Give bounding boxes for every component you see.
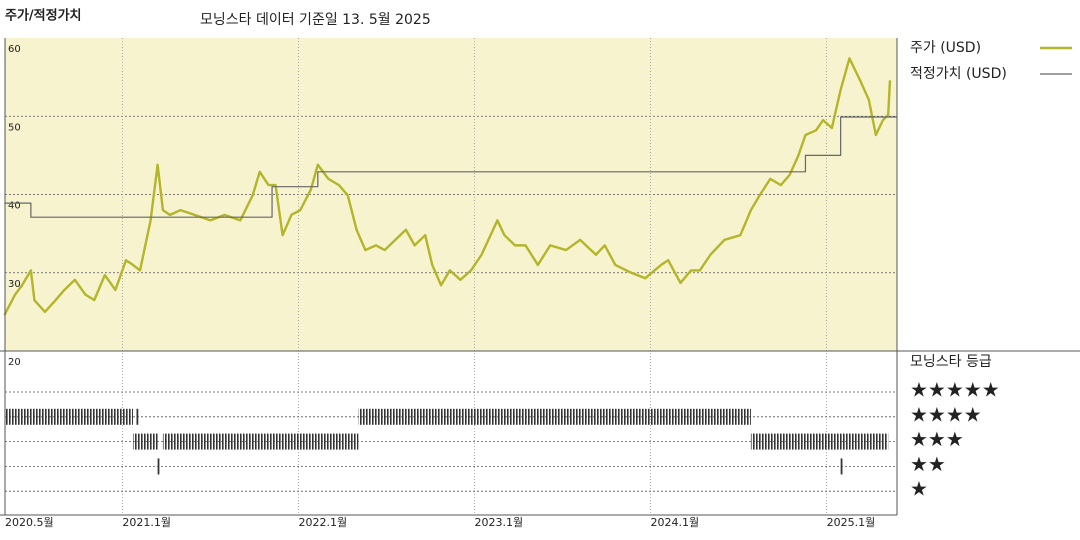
rating-label: ★★★ (910, 427, 964, 451)
chart-title: 주가/적정가치 (5, 8, 82, 24)
x-tick-label: 2021.1월 (122, 516, 171, 529)
x-tick-label: 2024.1월 (651, 516, 700, 529)
fair-value-line (4, 116, 897, 218)
legend-label: 주가 (USD) (910, 40, 981, 56)
rating-label: ★★★★ (910, 402, 982, 426)
rating-label: ★ (910, 477, 928, 501)
rating-label: ★★ (910, 452, 946, 476)
rating-bar (136, 408, 139, 425)
y-tick-label: 50 (8, 122, 21, 133)
rating-bar (132, 433, 158, 450)
price-line (3, 57, 892, 316)
rating-bar (358, 408, 751, 425)
x-tick-label: 2025.1월 (827, 516, 876, 529)
y-tick-label: 60 (8, 44, 21, 55)
x-tick-label: 2023.1월 (475, 516, 524, 529)
frame (0, 38, 1080, 516)
x-tick-label: 2020.5월 (5, 516, 54, 529)
rating-bar (750, 433, 889, 450)
legend-label: 적정가치 (USD) (910, 66, 1007, 82)
y-tick-label: 30 (8, 279, 21, 290)
rating-label: ★★★★★ (910, 378, 1000, 402)
rating-bar (4, 408, 133, 425)
chart-subtitle: 모닝스타 데이터 기준일 13. 5월 2025 (200, 12, 431, 28)
y-tick-label: 20 (8, 357, 21, 368)
y-tick-label: 40 (8, 201, 21, 212)
rating-title: 모닝스타 등급 (910, 354, 992, 370)
rating-bar (157, 458, 160, 475)
rating-bar (840, 458, 843, 475)
x-tick-label: 2022.1월 (298, 516, 347, 529)
rating-bar (162, 433, 359, 450)
